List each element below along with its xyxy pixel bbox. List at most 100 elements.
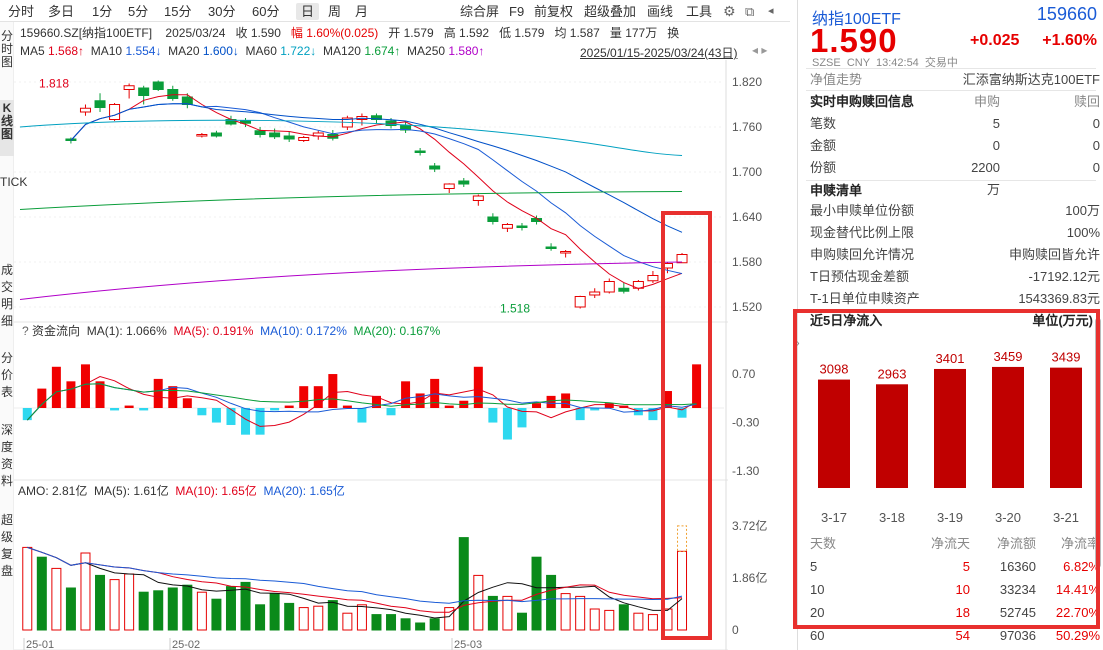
flow-bar [66, 381, 76, 408]
flow-bar [270, 408, 280, 411]
stat-red: 0 [1092, 138, 1100, 153]
net-table-row: 20 18 52745 22.70% [810, 605, 1100, 620]
net-inflow-title: 近5日净流入 [810, 313, 883, 328]
candle-body [487, 216, 499, 222]
ma-legend-line: MA5 1.568↑ MA10 1.554↓ MA20 1.600↓ MA60 … [20, 44, 484, 58]
period-60min[interactable]: 60分 [252, 4, 280, 19]
amo-ma5-line [27, 546, 683, 619]
stat-label: 笔数 [810, 116, 837, 131]
ma60-label: MA60 [245, 44, 277, 58]
period-intraday[interactable]: 分时 [8, 4, 35, 19]
forward-adjust-button[interactable]: 前复权 [534, 4, 574, 19]
amo-bar [284, 602, 295, 631]
price-tick-label: 1.640 [732, 210, 762, 224]
flow-ma5-line [26, 375, 697, 427]
net-inflow-date: 3-18 [879, 510, 905, 525]
f9-button[interactable]: F9 [509, 4, 525, 19]
amo-bar [604, 609, 615, 631]
period-month[interactable]: 月 [355, 4, 369, 19]
amo-title: AMO: 2.81亿 [18, 484, 88, 498]
amo-bar [386, 614, 397, 631]
flow-bar [37, 388, 47, 408]
super-overlay-button[interactable]: 超级叠加 [584, 4, 637, 19]
list-row: T-1日单位申赎资产 1543369.83元 [810, 291, 1100, 306]
tab-trade-detail[interactable]: 成交明细 [0, 263, 13, 328]
candle-body [589, 291, 601, 296]
amo-bar [415, 622, 426, 631]
flow-tick-label: -1.30 [732, 464, 760, 478]
flow-ma5: MA(5): 0.191% [173, 324, 254, 338]
nav-trend-row[interactable]: 净值走势 汇添富纳斯达克100ETF [810, 69, 1100, 91]
tab-depth-info[interactable]: 深度资料 [0, 423, 13, 488]
period-5min[interactable]: 5分 [128, 4, 149, 19]
flow-bar [473, 366, 483, 408]
ma250-label: MA250 [407, 44, 446, 58]
ma250-value: 1.580↑ [448, 44, 485, 58]
candle-body [603, 281, 615, 293]
net-inflow-bar [992, 366, 1024, 488]
candle-body [400, 125, 412, 131]
period-15min[interactable]: 15分 [164, 4, 192, 19]
tab-super-review[interactable]: 超级复盘 [0, 513, 13, 578]
net-inflow-value: 3401 [936, 351, 965, 366]
composite-screen-button[interactable]: 综合屏 [460, 4, 500, 19]
amo-bar [356, 604, 367, 631]
period-30min[interactable]: 30分 [208, 4, 236, 19]
ma10-label: MA10 [90, 44, 123, 58]
left-tab-bar: 分时图 K线图 TICK 成交明细 分价表 深度资料 超级复盘 [0, 22, 28, 650]
tools-button[interactable]: 工具 [686, 4, 713, 19]
draw-line-button[interactable]: 画线 [647, 4, 674, 19]
flow-bar [80, 364, 90, 408]
candle-body [167, 89, 179, 99]
amo-bar [95, 574, 106, 631]
candle-body [79, 107, 91, 113]
flow-bar [386, 408, 396, 416]
period-multiday[interactable]: 多日 [48, 4, 75, 19]
flow-bar [546, 395, 556, 408]
collapse-icon[interactable]: ◂ [768, 5, 774, 17]
tab-price-table[interactable]: 分价表 [0, 351, 13, 399]
net-inflow-value: 2963 [878, 366, 907, 381]
tab-intraday-chart[interactable]: 分时图 [0, 29, 13, 69]
flow-bar [328, 374, 338, 408]
date-range[interactable]: 2025/01/15-2025/03/24(43日) [580, 46, 738, 60]
help-icon[interactable]: ? [22, 324, 29, 338]
price-tick-label: 1.520 [732, 300, 762, 314]
period-1min[interactable]: 1分 [92, 4, 113, 19]
amo-bar [182, 584, 193, 631]
flow-bar [342, 405, 352, 408]
period-day[interactable]: 日 [296, 3, 320, 20]
settings-gear-icon[interactable]: ⚙ [723, 3, 736, 19]
amo-tick-label: 3.72亿 [732, 518, 767, 533]
panel-toggle-icon[interactable]: ⧉ [745, 4, 755, 19]
last-price: 1.590 [810, 22, 898, 59]
candle-body [676, 254, 688, 264]
net-inflow-date: 3-21 [1053, 510, 1079, 525]
net-table-row: 60 54 97036 50.29% [810, 628, 1100, 643]
col-subscribe: 申购 [973, 94, 1000, 109]
flow-ma1: MA(1): 1.066% [86, 324, 167, 338]
candle-body [152, 81, 164, 90]
candle-body [94, 100, 106, 108]
bar-avg: 均 1.587 [554, 26, 600, 40]
flow-legend: ? 资金流向 MA(1): 1.066% MA(5): 0.191% MA(10… [22, 322, 440, 339]
flow-bar [502, 408, 512, 440]
candle-body [370, 115, 382, 120]
amo-legend: AMO: 2.81亿 MA(5): 1.61亿 MA(10): 1.65亿 MA… [18, 482, 345, 499]
range-arrows-icon[interactable]: ◂ ▸ [752, 43, 768, 57]
candle-body [516, 225, 528, 228]
price-low-mark: 1.518 [500, 302, 530, 316]
tab-tick[interactable]: TICK [0, 175, 28, 189]
amo-ma10: MA(10): 1.65亿 [175, 484, 257, 498]
flow-bar [51, 366, 61, 408]
candle-body [501, 224, 513, 229]
flow-bar [153, 378, 163, 408]
amo-bar [589, 608, 600, 631]
period-week[interactable]: 周 [328, 4, 342, 19]
flow-bar [255, 408, 265, 435]
market-meta: SZSE CNY 13:42:54 交易中 [812, 57, 958, 69]
kline-chart-area[interactable]: 1.818 1.518 1.820 1.760 1.700 1.640 1.580 1.52… [14, 60, 794, 650]
tab-kline[interactable]: K线图 [0, 100, 14, 156]
amo-bar [531, 556, 542, 631]
stat-label: 份额 [810, 160, 837, 175]
